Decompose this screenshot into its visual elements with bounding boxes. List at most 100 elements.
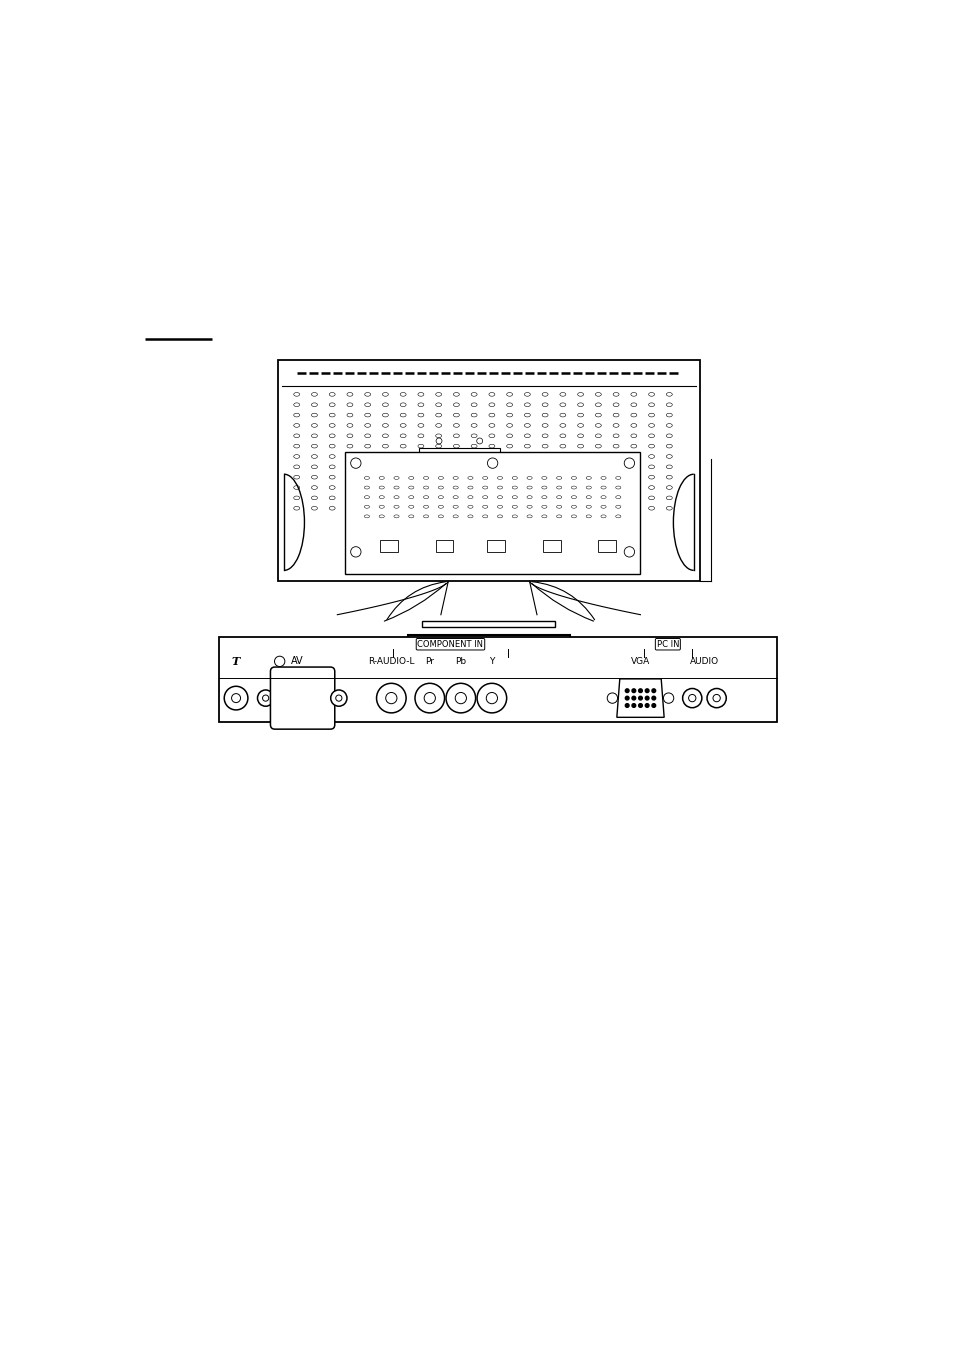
Ellipse shape — [665, 413, 672, 417]
Ellipse shape — [453, 506, 457, 509]
Circle shape — [624, 689, 628, 692]
Ellipse shape — [382, 393, 388, 397]
Ellipse shape — [453, 476, 457, 479]
Ellipse shape — [329, 455, 335, 459]
Ellipse shape — [436, 444, 441, 448]
Ellipse shape — [378, 495, 384, 499]
Ellipse shape — [488, 413, 495, 417]
Ellipse shape — [541, 475, 547, 479]
Circle shape — [706, 688, 725, 708]
Ellipse shape — [595, 434, 600, 437]
Ellipse shape — [471, 475, 476, 479]
Ellipse shape — [524, 496, 530, 499]
Ellipse shape — [364, 496, 370, 499]
Ellipse shape — [437, 506, 443, 509]
Ellipse shape — [436, 413, 441, 417]
Ellipse shape — [488, 444, 495, 448]
Ellipse shape — [482, 495, 487, 499]
Ellipse shape — [559, 496, 565, 499]
Ellipse shape — [453, 496, 459, 499]
Circle shape — [624, 696, 628, 700]
Ellipse shape — [648, 496, 654, 499]
Ellipse shape — [665, 475, 672, 479]
Ellipse shape — [571, 495, 576, 499]
Ellipse shape — [600, 495, 605, 499]
Ellipse shape — [471, 496, 476, 499]
Ellipse shape — [378, 476, 384, 479]
Ellipse shape — [417, 465, 423, 468]
Ellipse shape — [648, 486, 654, 490]
Ellipse shape — [417, 455, 423, 459]
Ellipse shape — [595, 496, 600, 499]
Ellipse shape — [556, 506, 561, 509]
Ellipse shape — [541, 476, 546, 479]
Ellipse shape — [394, 495, 398, 499]
Ellipse shape — [453, 515, 457, 518]
Ellipse shape — [571, 476, 576, 479]
Ellipse shape — [364, 515, 369, 518]
Ellipse shape — [436, 424, 441, 428]
Circle shape — [651, 704, 655, 707]
Ellipse shape — [364, 475, 370, 479]
Ellipse shape — [329, 403, 335, 406]
Ellipse shape — [559, 506, 565, 510]
Ellipse shape — [347, 475, 353, 479]
Ellipse shape — [453, 413, 459, 417]
Ellipse shape — [436, 434, 441, 437]
Ellipse shape — [559, 475, 565, 479]
Ellipse shape — [471, 393, 476, 397]
Text: COMPONENT IN: COMPONENT IN — [417, 639, 483, 649]
Ellipse shape — [400, 444, 406, 448]
Ellipse shape — [556, 515, 561, 518]
Ellipse shape — [471, 434, 476, 437]
Ellipse shape — [665, 403, 672, 406]
Ellipse shape — [437, 515, 443, 518]
Ellipse shape — [378, 515, 384, 518]
Circle shape — [631, 704, 635, 707]
Ellipse shape — [347, 393, 353, 397]
Ellipse shape — [382, 486, 388, 490]
Ellipse shape — [526, 495, 532, 499]
Ellipse shape — [311, 506, 317, 510]
Ellipse shape — [595, 455, 600, 459]
Ellipse shape — [559, 424, 565, 428]
Ellipse shape — [577, 475, 583, 479]
Ellipse shape — [615, 476, 620, 479]
Ellipse shape — [294, 393, 299, 397]
Ellipse shape — [453, 486, 457, 490]
Ellipse shape — [467, 476, 473, 479]
Ellipse shape — [436, 506, 441, 510]
Ellipse shape — [364, 486, 369, 490]
Ellipse shape — [595, 424, 600, 428]
Ellipse shape — [488, 393, 495, 397]
Ellipse shape — [471, 403, 476, 406]
Ellipse shape — [400, 434, 406, 437]
Ellipse shape — [630, 465, 637, 468]
Ellipse shape — [364, 495, 369, 499]
Ellipse shape — [571, 515, 576, 518]
Ellipse shape — [541, 403, 547, 406]
Ellipse shape — [482, 506, 487, 509]
Ellipse shape — [630, 413, 637, 417]
Ellipse shape — [524, 444, 530, 448]
Ellipse shape — [378, 486, 384, 490]
Ellipse shape — [329, 434, 335, 437]
Ellipse shape — [541, 506, 547, 510]
Ellipse shape — [506, 403, 512, 406]
Ellipse shape — [329, 486, 335, 490]
Ellipse shape — [665, 496, 672, 499]
Ellipse shape — [423, 486, 428, 490]
Ellipse shape — [394, 515, 398, 518]
Ellipse shape — [630, 496, 637, 499]
Ellipse shape — [436, 475, 441, 479]
Ellipse shape — [417, 393, 423, 397]
Ellipse shape — [541, 465, 547, 468]
Ellipse shape — [382, 403, 388, 406]
Ellipse shape — [408, 495, 414, 499]
Ellipse shape — [506, 434, 512, 437]
Ellipse shape — [364, 506, 370, 510]
Ellipse shape — [595, 403, 600, 406]
Ellipse shape — [577, 403, 583, 406]
Ellipse shape — [482, 476, 487, 479]
Ellipse shape — [577, 506, 583, 510]
